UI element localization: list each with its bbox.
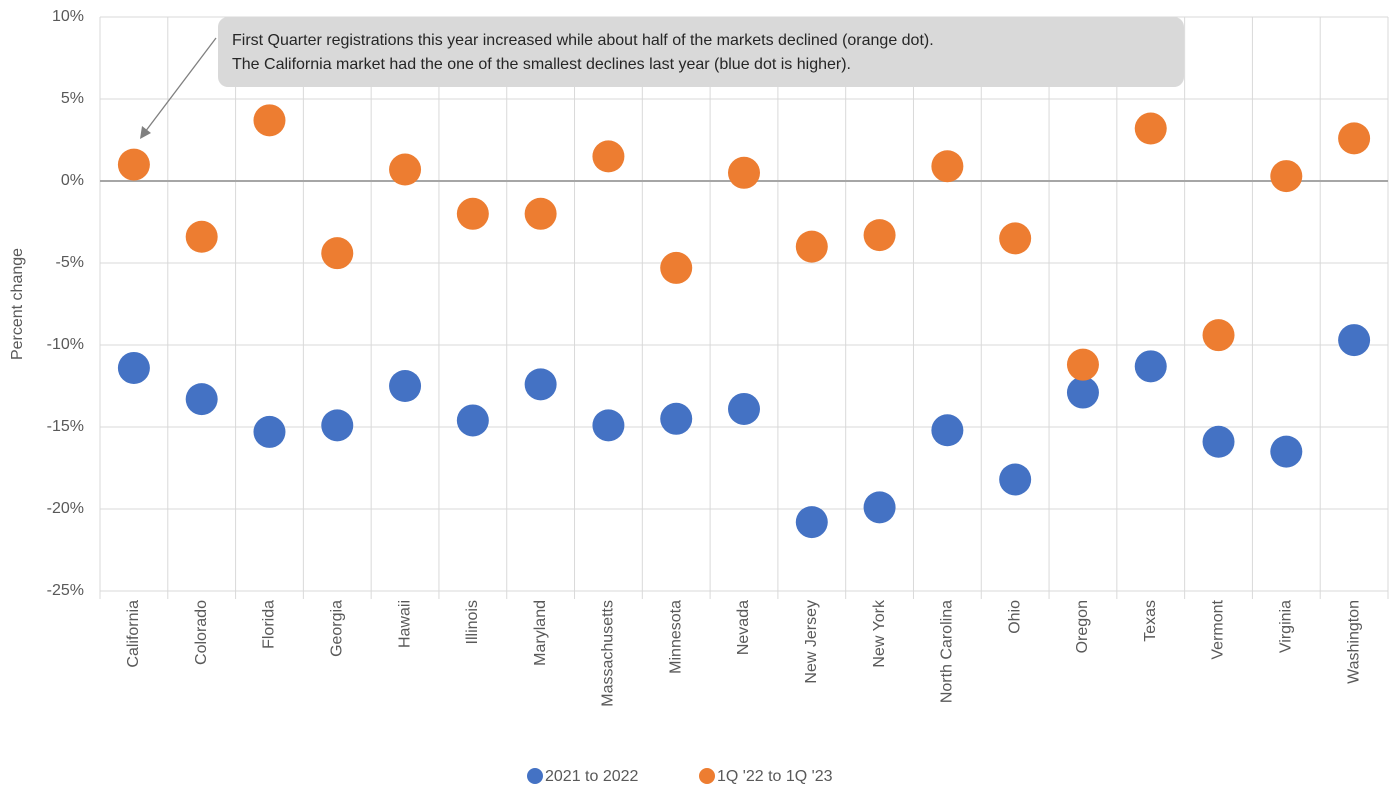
x-tick-label: Georgia xyxy=(328,600,345,657)
legend-marker xyxy=(699,768,715,784)
x-tick-label: Vermont xyxy=(1210,599,1227,659)
dot xyxy=(117,351,150,384)
dot xyxy=(524,368,557,401)
y-tick-label: -5% xyxy=(56,254,84,271)
dot xyxy=(1066,376,1099,409)
dot xyxy=(185,220,218,253)
dot xyxy=(999,222,1032,255)
dot xyxy=(389,370,422,402)
dot xyxy=(1202,425,1235,458)
x-tick-label: Massachusetts xyxy=(600,600,617,707)
dot xyxy=(389,153,422,186)
dot xyxy=(1338,324,1371,357)
legend-marker xyxy=(527,768,543,784)
y-tick-label: -15% xyxy=(47,418,84,435)
y-tick-label: 10% xyxy=(52,8,84,25)
dot xyxy=(321,237,354,270)
legend-label: 2021 to 2022 xyxy=(545,768,639,785)
dot xyxy=(795,506,828,539)
dot xyxy=(592,140,625,173)
x-tick-label: North Carolina xyxy=(939,600,956,703)
dot xyxy=(660,251,693,284)
x-tick-label: Minnesota xyxy=(667,600,684,674)
x-tick-label: Hawaii xyxy=(396,600,413,648)
x-tick-label: California xyxy=(125,600,142,668)
x-tick-label: Colorado xyxy=(193,600,210,665)
dot xyxy=(1134,112,1167,145)
y-tick-label: -10% xyxy=(47,336,84,353)
dot xyxy=(117,148,150,181)
dot xyxy=(456,404,489,437)
dot xyxy=(728,156,760,189)
y-tick-label: 0% xyxy=(61,172,84,189)
x-tick-label: Florida xyxy=(261,600,278,649)
dot xyxy=(660,402,693,435)
annotation-text: First Quarter registrations this year in… xyxy=(232,32,934,49)
dot xyxy=(253,415,286,448)
dot xyxy=(1134,350,1167,383)
dot xyxy=(931,414,964,447)
x-tick-label: Ohio xyxy=(1006,600,1023,634)
dot xyxy=(999,463,1032,496)
dot xyxy=(1270,435,1303,468)
dot xyxy=(863,219,896,252)
legend-label: 1Q '22 to 1Q '23 xyxy=(717,768,833,785)
x-tick-label: Nevada xyxy=(735,600,752,655)
dot xyxy=(863,491,896,524)
x-tick-label: New York xyxy=(871,599,888,668)
dot xyxy=(1270,160,1303,193)
annotation-text: The California market had the one of the… xyxy=(232,56,851,73)
dot xyxy=(728,392,760,425)
x-tick-label: Maryland xyxy=(532,600,549,666)
y-tick-label: -25% xyxy=(47,582,84,599)
x-tick-label: Oregon xyxy=(1074,600,1091,653)
dot xyxy=(253,104,286,137)
x-tick-label: Texas xyxy=(1142,600,1159,642)
dot xyxy=(1066,348,1099,381)
y-tick-label: -20% xyxy=(47,500,84,517)
x-tick-label: Washington xyxy=(1345,600,1362,684)
dot xyxy=(456,197,489,230)
dot xyxy=(321,409,354,442)
annotation-arrowhead xyxy=(140,126,151,139)
dot xyxy=(931,150,964,183)
dot xyxy=(524,197,557,230)
dot xyxy=(795,230,828,263)
annotation-box xyxy=(218,17,1184,87)
y-tick-label: 5% xyxy=(61,90,84,107)
dot xyxy=(592,409,625,442)
x-tick-label: Virginia xyxy=(1278,600,1295,653)
x-tick-label: Illinois xyxy=(464,600,481,644)
dot xyxy=(185,383,218,416)
y-axis-label: Percent change xyxy=(9,248,26,360)
dot xyxy=(1338,122,1371,155)
dot xyxy=(1202,319,1235,352)
x-tick-label: New Jersey xyxy=(803,600,820,684)
annotation-arrow xyxy=(144,37,217,133)
